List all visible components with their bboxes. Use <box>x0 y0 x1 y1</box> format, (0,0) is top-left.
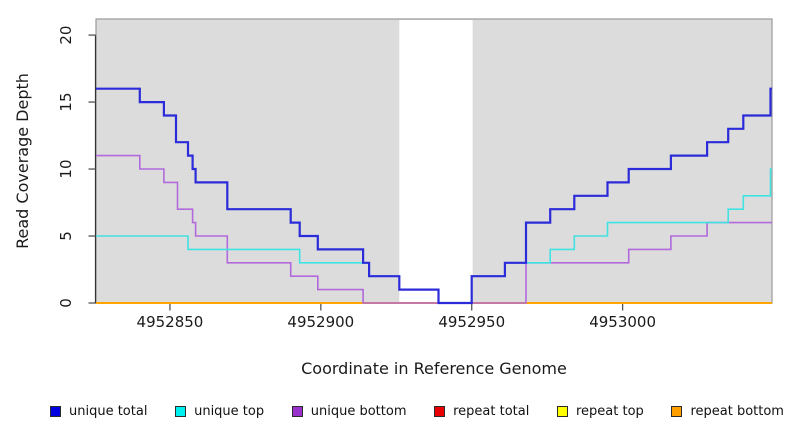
x-tick-label: 4952950 <box>438 313 505 331</box>
legend-item-unique-top: unique top <box>175 404 264 419</box>
x-tick-label: 4953000 <box>589 313 656 331</box>
y-tick-label: 0 <box>57 298 75 308</box>
legend-swatch-unique-total <box>50 405 61 417</box>
x-axis-label: Coordinate in Reference Genome <box>301 359 567 378</box>
legend: unique total unique top unique bottom repea… <box>50 399 784 423</box>
legend-item-repeat-total: repeat total <box>434 404 529 419</box>
y-tick-label: 15 <box>57 93 75 112</box>
series-path-unique-bottom <box>96 154 772 304</box>
legend-item-repeat-top: repeat top <box>557 404 644 419</box>
y-axis-label: Read Coverage Depth <box>13 73 32 249</box>
legend-swatch-repeat-top <box>557 405 568 417</box>
legend-label-unique-top: unique top <box>194 403 265 419</box>
legend-swatch-repeat-total <box>434 405 446 417</box>
y-tick-label: 10 <box>57 159 75 178</box>
white-band <box>399 20 473 303</box>
legend-label-unique-total: unique total <box>69 403 148 419</box>
legend-swatch-repeat-bottom <box>671 405 683 417</box>
legend-item-repeat-bottom: repeat bottom <box>671 404 784 419</box>
legend-item-unique-total: unique total <box>50 404 147 419</box>
legend-swatch-unique-bottom <box>291 405 303 417</box>
series-path-unique-total <box>96 87 772 305</box>
legend-swatch-unique-top <box>175 405 187 417</box>
legend-label-repeat-top: repeat top <box>576 403 644 419</box>
legend-label-repeat-total: repeat total <box>453 403 530 419</box>
x-tick-label: 4952900 <box>287 313 354 331</box>
legend-item-unique-bottom: unique bottom <box>291 403 407 419</box>
plot-panel: 4952850 4952900 4952950 4953000 0 5 10 15 20 <box>57 18 773 331</box>
y-tick-label: 5 <box>57 231 75 241</box>
x-tick-label: 4952850 <box>137 313 204 331</box>
legend-label-unique-bottom: unique bottom <box>310 403 407 419</box>
legend-label-repeat-bottom: repeat bottom <box>690 403 784 419</box>
y-tick-label: 20 <box>57 26 75 45</box>
